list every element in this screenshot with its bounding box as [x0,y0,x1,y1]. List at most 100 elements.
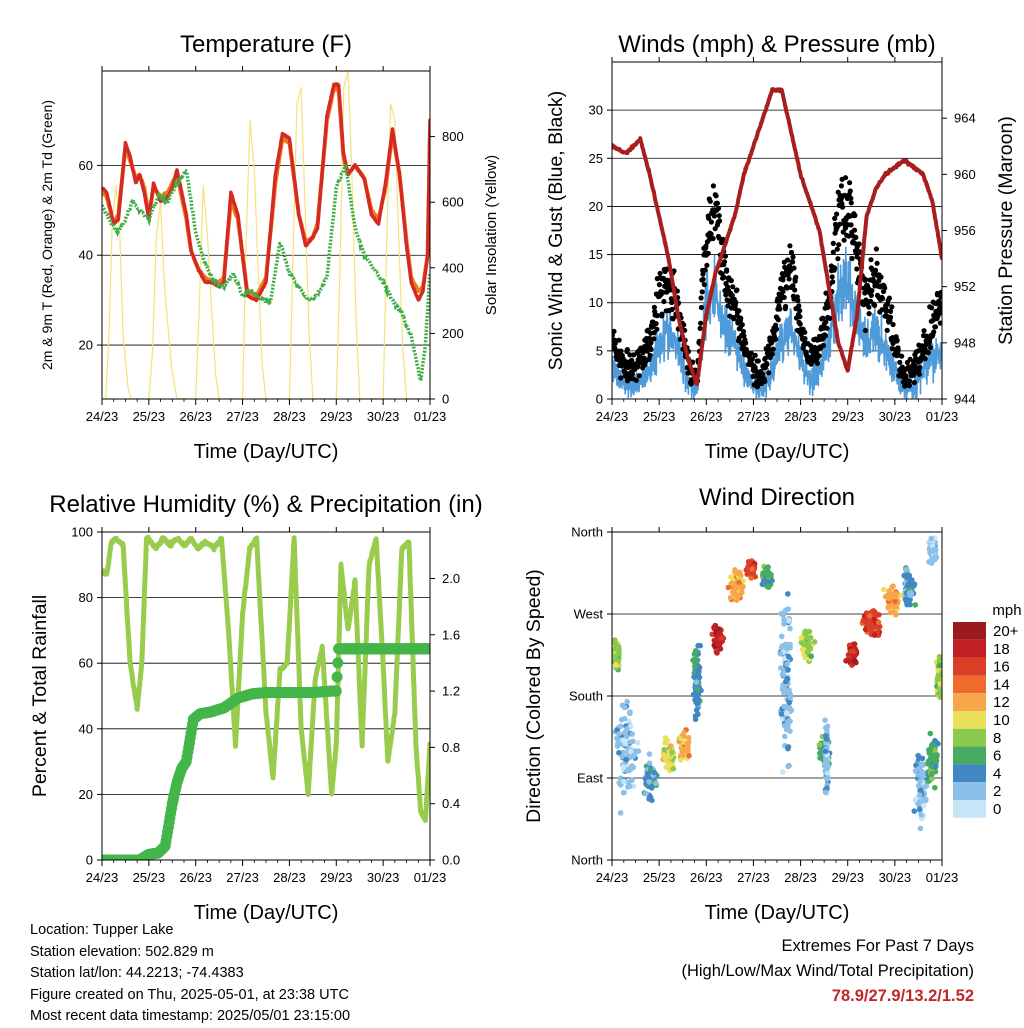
legend-label: 14 [993,676,1010,693]
y-tick-label: 20 [589,199,603,214]
x-axis-label: Time (Day/UTC) [705,902,850,924]
y-tick-label: West [574,607,604,622]
series-pressure [612,87,942,386]
x-tick-label: 29/23 [320,409,353,424]
x-tick-label: 25/23 [133,870,166,885]
legend-label: 2 [993,783,1001,800]
legend-swatch [953,800,986,818]
y-tick-label: 0 [86,853,93,868]
legend-label: 16 [993,659,1010,676]
y-tick-label: 40 [79,248,93,263]
x-tick-label: 24/23 [596,409,629,424]
y2-tick-label: 600 [442,195,464,210]
legend-title: mph [992,602,1021,619]
series-insolation [102,71,430,399]
y2-tick-label: 2.0 [442,571,460,586]
plot-area [102,534,430,860]
legend-swatch [953,639,986,658]
series-precipitation [102,643,430,860]
legend-label: 8 [993,730,1001,747]
y2-tick-label: 944 [954,392,976,407]
x-tick-label: 01/23 [926,409,959,424]
x-tick-label: 29/23 [831,409,864,424]
station-latlon: Station lat/lon: 44.2213; -74.4383 [30,965,244,981]
legend-swatch [953,675,986,694]
y2-tick-label: 400 [442,260,464,275]
x-tick-label: 24/23 [86,409,119,424]
x-tick-label: 01/23 [414,409,447,424]
chart-title: Wind Direction [699,484,855,511]
y-tick-label: 60 [79,158,93,173]
x-tick-label: 27/23 [226,870,259,885]
y2-tick-label: 948 [954,335,976,350]
chart-panel-2: Winds (mph) & Pressure (mb) Time (Day/UTC… [545,31,1017,463]
legend-label: 18 [993,641,1010,658]
y2-tick-label: 0 [442,392,449,407]
x-tick-label: 25/23 [643,870,676,885]
x-tick-label: 01/23 [414,870,447,885]
x-tick-label: 24/23 [596,870,629,885]
y-axis-label: Direction (Colored By Speed) [523,569,545,823]
x-tick-label: 24/23 [86,870,119,885]
plot-area [612,535,942,832]
plot-area [102,71,430,399]
x-tick-label: 27/23 [226,409,259,424]
legend-label: 6 [993,748,1001,765]
y-tick-label: 60 [79,656,93,671]
legend-swatch [953,746,986,765]
legend-label: 4 [993,765,1001,782]
y-tick-label: South [569,689,603,704]
y2-axis-label: Solar Insolation (Yellow) [483,155,500,315]
legend-swatch [953,711,986,729]
y-axis-label: Percent & Total Rainfall [29,595,51,797]
y2-tick-label: 960 [954,167,976,182]
y-axis-label: Sonic Wind & Gust (Blue, Black) [545,91,567,371]
most-recent-timestamp: Most recent data timestamp: 2025/05/01 2… [30,1008,351,1024]
y-tick-label: 20 [79,787,93,802]
y2-axis-label: Station Pressure (Maroon) [995,116,1017,345]
x-tick-label: 30/23 [367,870,400,885]
y-tick-label: 25 [589,151,603,166]
x-tick-label: 26/23 [179,409,212,424]
station-info: Location: Tupper Lake Station elevation:… [30,920,350,1028]
station-elevation: Station elevation: 502.829 m [30,943,214,960]
x-tick-label: 28/23 [784,870,817,885]
x-tick-label: 26/23 [179,870,212,885]
x-tick-label: 28/23 [784,409,817,424]
series-wind-direction [612,535,942,832]
chart-panel-4: Wind Direction Time (Day/UTC) Direction (C… [523,484,1022,924]
y2-tick-label: 1.2 [442,684,460,699]
x-tick-label: 26/23 [690,409,723,424]
legend-swatch [953,728,986,747]
y-tick-label: 10 [589,295,603,310]
chart-panel-1: Temperature (F) Time (Day/UTC) 2m & 9m T (… [39,31,500,463]
x-tick-label: 26/23 [690,870,723,885]
legend-label: 10 [993,712,1010,729]
chart-panel-3: Relative Humidity (%) & Precipitation (i… [29,491,483,924]
y2-tick-label: 1.6 [442,627,460,642]
series-relative-humidity [102,534,430,823]
chart-title: Winds (mph) & Pressure (mb) [618,31,935,58]
x-tick-label: 01/23 [926,870,959,885]
y-tick-label: 100 [71,525,93,540]
legend-swatch [953,657,986,676]
y2-tick-label: 800 [442,129,464,144]
plot-frame [101,531,431,861]
series-dewpoint [102,164,430,382]
legend-swatch [953,782,986,800]
y2-tick-label: 0.0 [442,853,460,868]
extremes-box: Extremes For Past 7 Days (High/Low/Max W… [681,934,974,1009]
y2-tick-label: 0.4 [442,796,460,811]
y-tick-label: 80 [79,590,93,605]
y2-tick-label: 952 [954,279,976,294]
x-tick-label: 28/23 [273,409,306,424]
x-tick-label: 27/23 [737,870,770,885]
plot-frame [611,61,943,400]
legend-label: 20+ [993,623,1019,640]
x-tick-label: 30/23 [367,409,400,424]
x-axis-label: Time (Day/UTC) [194,441,339,463]
series-sonic-wind [612,246,942,399]
y2-tick-label: 200 [442,326,464,341]
legend-swatch [953,764,986,783]
